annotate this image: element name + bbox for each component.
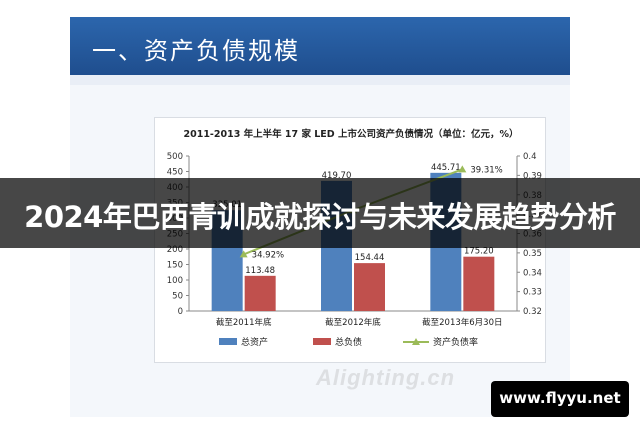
bar-total-liabilities [463, 256, 495, 311]
legend-label: 总负债 [335, 336, 362, 348]
legend-swatch [313, 338, 331, 345]
chart-title: 2011-2013 年上半年 17 家 LED 上市公司资产负债情况（单位：亿元… [183, 129, 519, 140]
y-left-tick-label: 150 [167, 261, 183, 271]
headline-overlay: 2024年巴西青训成就探讨与未来发展趋势分析 [0, 178, 640, 248]
y-left-tick-label: 500 [167, 152, 183, 162]
y-left-tick-label: 200 [167, 245, 183, 255]
line-point [458, 165, 467, 173]
y-right-tick-label: 0.35 [523, 249, 542, 259]
site-badge-text: www.flyyu.net [499, 389, 621, 407]
bar-data-label: 154.44 [355, 253, 385, 263]
headline-text: 2024年巴西青训成就探讨与未来发展趋势分析 [24, 200, 616, 234]
bar-data-label: 113.48 [245, 266, 275, 276]
bar-total-liabilities [354, 263, 385, 311]
y-right-tick-label: 0.4 [523, 152, 537, 162]
y-left-tick-label: 50 [172, 292, 183, 302]
bar-data-label: 175.20 [464, 247, 494, 257]
x-tick-label: 截至2012年底 [325, 317, 381, 328]
y-right-tick-label: 0.33 [523, 288, 542, 298]
site-badge[interactable]: www.flyyu.net [491, 381, 629, 417]
y-left-tick-label: 0 [178, 307, 183, 317]
y-right-tick-label: 0.32 [523, 307, 542, 317]
line-point [239, 250, 248, 258]
y-right-tick-label: 0.39 [523, 171, 542, 181]
legend-label: 总资产 [241, 336, 268, 348]
y-left-tick-label: 450 [167, 168, 183, 178]
bar-data-label: 419.70 [322, 171, 352, 181]
x-tick-label: 截至2013年6月30日 [422, 317, 502, 328]
slide-header: 一、资产负债规模 [70, 17, 570, 75]
watermark-text: Alighting.cn [316, 365, 456, 390]
slide-title: 一、资产负债规模 [92, 37, 300, 65]
legend-swatch [219, 338, 237, 345]
bar-total-liabilities [244, 275, 276, 311]
legend-marker [412, 338, 420, 345]
y-right-tick-label: 0.34 [523, 268, 542, 278]
line-data-label: 39.31% [470, 165, 502, 175]
bar-data-label: 445.71 [431, 163, 461, 173]
line-data-label: 34.92% [252, 250, 284, 260]
slide-header-band [70, 75, 570, 85]
y-left-tick-label: 100 [167, 276, 183, 286]
x-tick-label: 截至2011年底 [216, 317, 272, 328]
legend-label: 资产负债率 [433, 336, 478, 348]
